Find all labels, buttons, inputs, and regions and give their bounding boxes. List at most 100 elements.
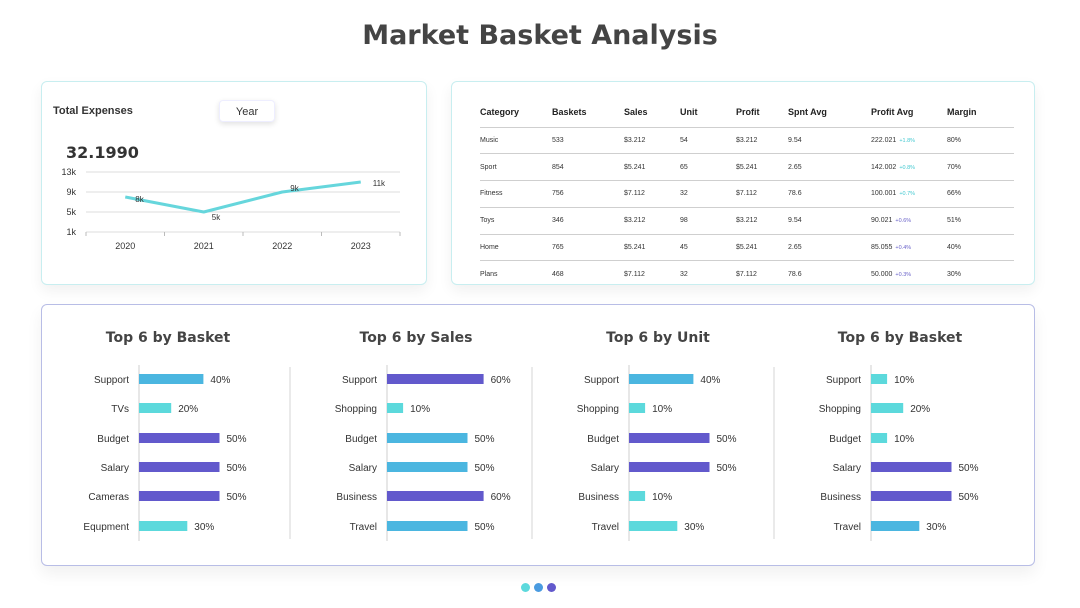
cell-category-value: Sport (480, 163, 497, 171)
page-title: Market Basket Analysis (362, 20, 718, 51)
cell-category-value: Fitness (480, 190, 503, 198)
bar-value-label: 50% (227, 492, 247, 503)
bar (139, 374, 204, 384)
bar-value-label: 60% (491, 492, 511, 503)
header-profit: Profit (736, 106, 760, 117)
bar-value-label: 50% (717, 434, 737, 445)
bar-category-label: Travel (592, 522, 619, 533)
x-tick-label: 2022 (272, 241, 292, 251)
bar-value-label: 20% (910, 404, 930, 415)
cell-baskets: 756 (552, 180, 624, 208)
cell-baskets: 468 (552, 260, 624, 288)
header-spnt-avg: Spnt Avg (788, 106, 827, 117)
profit-change-badge: +0.7% (899, 191, 916, 198)
bar-category-label: Shopping (819, 404, 861, 415)
pager-dot[interactable] (547, 583, 556, 592)
x-tick-label: 2021 (194, 241, 214, 251)
table-row: Fitness 756 $7.112 32 $7.112 78.6 100.001 +0.7%… (480, 180, 1014, 208)
header-sales: Sales (624, 106, 648, 117)
bar-value-label: 50% (475, 463, 495, 474)
cell-category-value: Music (480, 136, 499, 144)
cell-unit-value: 65 (680, 163, 688, 171)
bar (139, 521, 188, 531)
cell-baskets-value: 533 (552, 136, 564, 144)
cell-sales-value: $3.212 (624, 217, 646, 225)
cell-profit-value: $7.112 (736, 271, 757, 279)
bar (139, 491, 220, 501)
cell-unit-value: 32 (680, 190, 688, 198)
bar-category-label: Budget (829, 434, 861, 445)
bar-value-label: 30% (926, 522, 946, 533)
bar-category-label: Budget (587, 434, 619, 445)
expenses-value: 32.1990 (66, 143, 139, 162)
bar-value-label: 10% (652, 404, 672, 415)
cell-unit: 54 (680, 126, 736, 154)
bar-category-label: Travel (834, 522, 861, 533)
cell-unit-value: 54 (680, 136, 688, 144)
bar (871, 462, 952, 472)
profit-change-badge: +0.6% (895, 218, 912, 225)
bar-category-label: Business (336, 492, 377, 503)
cell-margin-value: 30% (947, 271, 962, 279)
line-data-label: 9k (290, 184, 299, 193)
cell-profit: $7.112 (736, 260, 788, 288)
cell-pavg-value: 85.055 (871, 244, 893, 252)
bar (139, 462, 220, 472)
header-margin: Margin (947, 106, 977, 117)
cell-baskets: 765 (552, 233, 624, 261)
cell-spnt-value: 78.6 (788, 271, 802, 279)
bar-value-label: 10% (894, 434, 914, 445)
cell-spnt-value: 9.54 (788, 217, 802, 225)
cell-sales: $7.112 (624, 180, 680, 208)
line-data-label: 8k (135, 195, 144, 204)
cell-pavg: 100.001 +0.7% (871, 180, 947, 208)
cell-sales-value: $7.112 (624, 190, 645, 198)
bar-category-label: Cameras (88, 492, 129, 503)
table-row: Sport 854 $5.241 65 $5.241 2.65 142.002 +0.8% 70… (480, 153, 1014, 181)
cell-spnt: 2.65 (788, 153, 871, 181)
cell-pavg: 90.021 +0.6% (871, 206, 947, 235)
cell-pavg: 85.055 +0.4% (871, 233, 947, 261)
x-tick-label: 2023 (351, 241, 371, 251)
cell-spnt-value: 2.65 (788, 244, 802, 252)
cell-unit: 65 (680, 153, 736, 181)
cell-category-value: Toys (480, 217, 495, 225)
cell-pavg: 50.000 +0.3% (871, 260, 947, 288)
bar-chart-title: Top 6 by Sales (360, 330, 473, 346)
bar (871, 521, 920, 531)
cell-profit: $3.212 (736, 126, 788, 154)
bar (871, 374, 888, 384)
year-filter-button[interactable]: Year (219, 100, 275, 122)
bar (629, 403, 646, 413)
cell-pavg-value: 90.021 (871, 217, 893, 225)
cell-baskets-value: 346 (552, 217, 564, 225)
cell-unit: 45 (680, 233, 736, 261)
table-row: Home 765 $5.241 45 $5.241 2.65 85.055 +0.4% 40% (480, 233, 1014, 261)
cell-margin: 80% (947, 126, 1014, 154)
pager-dots (521, 583, 556, 592)
bar (629, 521, 678, 531)
cell-unit-value: 32 (680, 271, 688, 279)
bar (871, 491, 952, 501)
cell-pavg: 142.002 +0.8% (871, 153, 947, 181)
cell-profit-value: $5.241 (736, 244, 758, 252)
cell-profit-value: $3.212 (736, 217, 758, 225)
category-table: Category Baskets Sales Unit Profit Spnt … (480, 97, 1014, 288)
cell-margin: 66% (947, 180, 1014, 208)
pager-dot[interactable] (534, 583, 543, 592)
cell-sales: $3.212 (624, 126, 680, 154)
cell-baskets-value: 765 (552, 244, 564, 252)
bar-category-label: Shopping (577, 404, 619, 415)
bar-value-label: 30% (684, 522, 704, 533)
cell-category-value: Plans (480, 271, 498, 279)
cell-unit: 98 (680, 206, 736, 235)
bar-value-label: 50% (959, 492, 979, 503)
cell-profit: $5.241 (736, 153, 788, 181)
cell-profit-value: $7.112 (736, 190, 757, 198)
y-tick-label: 1k (66, 227, 76, 237)
pager-dot[interactable] (521, 583, 530, 592)
bar-category-label: Salary (101, 463, 129, 474)
profit-change-badge: +0.8% (899, 164, 916, 171)
cell-margin: 70% (947, 153, 1014, 181)
category-table-card: Category Baskets Sales Unit Profit Spnt … (451, 81, 1035, 288)
